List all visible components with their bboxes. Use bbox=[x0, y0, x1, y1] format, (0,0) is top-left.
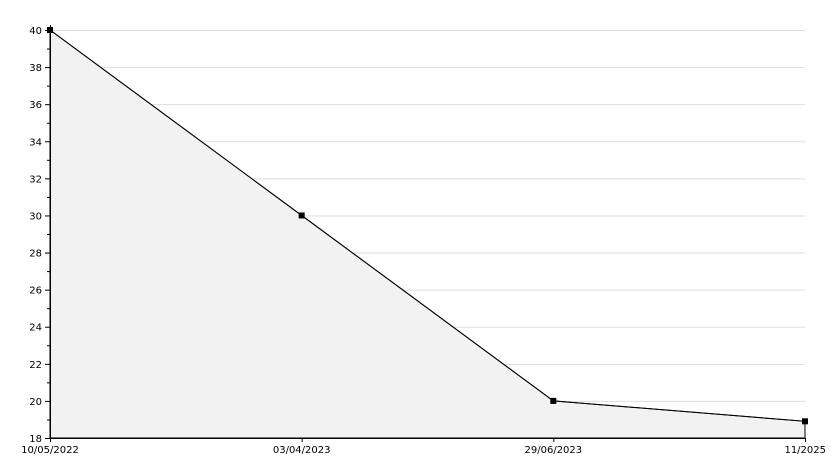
x-tick-label: 03/04/2023 bbox=[273, 445, 331, 456]
y-tick-label: 40 bbox=[29, 26, 42, 37]
y-tick-label: 26 bbox=[29, 286, 42, 297]
y-tick-label: 38 bbox=[29, 63, 42, 74]
data-points bbox=[47, 27, 808, 425]
y-tick-label: 32 bbox=[29, 174, 42, 185]
y-tick-label: 36 bbox=[29, 100, 42, 111]
y-tick-label: 34 bbox=[29, 137, 42, 148]
y-tick-label: 18 bbox=[29, 434, 42, 445]
series-line bbox=[49, 29, 806, 422]
data-point bbox=[550, 397, 557, 404]
y-tick-label: 22 bbox=[29, 360, 42, 371]
y-tick-label: 20 bbox=[29, 397, 42, 408]
data-point bbox=[47, 27, 53, 33]
data-point bbox=[802, 418, 808, 425]
data-point bbox=[298, 212, 305, 219]
area-fill bbox=[49, 29, 806, 439]
y-tick-label: 30 bbox=[29, 211, 42, 222]
y-tick-label: 24 bbox=[29, 323, 42, 334]
y-axis-ticks: 18 20 22 24 26 28 30 32 34 36 38 40 bbox=[29, 26, 50, 445]
y-tick-label: 28 bbox=[29, 249, 42, 260]
x-tick-label: 11/2025 bbox=[784, 445, 826, 456]
x-axis-ticks: 10/05/2022 03/04/2023 29/06/2023 11/2025 bbox=[21, 438, 826, 456]
x-tick-label: 29/06/2023 bbox=[525, 445, 583, 456]
x-tick-label: 10/05/2022 bbox=[21, 445, 79, 456]
axes bbox=[50, 25, 806, 439]
